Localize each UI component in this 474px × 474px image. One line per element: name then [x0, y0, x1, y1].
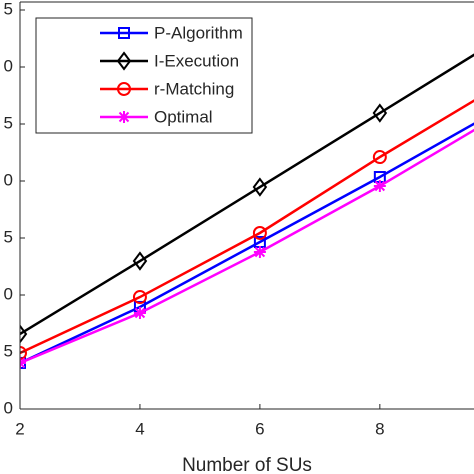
series-line	[20, 99, 474, 355]
series-line	[20, 53, 474, 336]
marker	[20, 324, 28, 344]
marker	[20, 346, 27, 361]
marker	[253, 246, 266, 259]
y-tick-label: 5	[4, 341, 13, 360]
marker	[118, 27, 130, 39]
x-tick-label: 8	[375, 419, 384, 438]
x-tick-label: 6	[255, 419, 264, 438]
legend-box	[35, 17, 253, 134]
legend-label: P-Algorithm	[154, 23, 243, 42]
legend-label: r-Matching	[154, 79, 234, 98]
marker	[117, 82, 131, 96]
marker	[372, 103, 388, 123]
marker	[373, 180, 386, 193]
x-axis-label: Number of SUs	[182, 455, 312, 474]
marker	[116, 51, 132, 71]
legend-label: Optimal	[154, 107, 213, 126]
y-tick-label: 5	[4, 227, 13, 246]
series-line	[20, 122, 474, 365]
x-tick-label: 4	[135, 419, 144, 438]
y-tick-label: 0	[4, 170, 13, 189]
y-tick-label: 0	[4, 56, 13, 75]
y-tick-label: 0	[4, 398, 13, 417]
marker	[133, 307, 146, 320]
marker	[252, 177, 268, 197]
marker	[132, 290, 147, 305]
marker	[252, 225, 267, 240]
legend-label: I-Execution	[154, 51, 239, 70]
legend: P-Algorithm I-Execution r-Matching Optimal	[35, 17, 253, 134]
marker	[372, 150, 387, 165]
marker	[132, 251, 148, 271]
x-tick-label: 2	[15, 419, 24, 438]
y-tick-label: 0	[4, 284, 13, 303]
y-tick-label: 5	[4, 0, 13, 18]
plot-area	[20, 53, 474, 369]
marker	[118, 111, 130, 123]
y-tick-label: 5	[4, 113, 13, 132]
